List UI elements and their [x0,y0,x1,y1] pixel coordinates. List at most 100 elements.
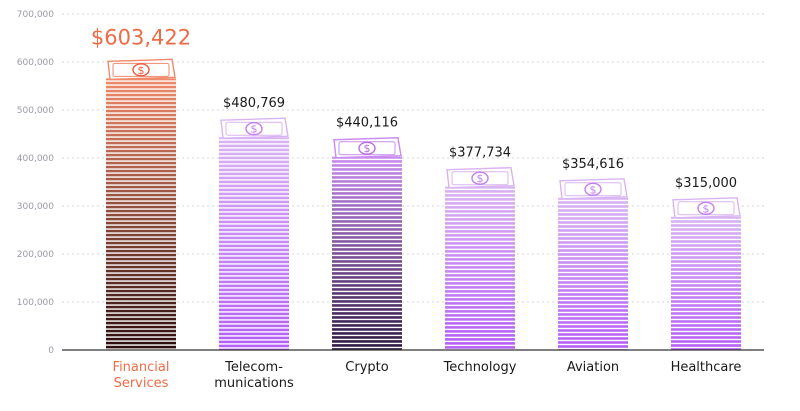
bar-stripe-gap [558,279,628,282]
bar-stripe-gap [219,299,289,301]
bar-stripe-gap [219,159,289,161]
bar-stripe-gap [106,260,176,262]
bar-stripe-gap [106,104,176,106]
bar-stripe-gap [332,278,402,281]
bar-stripe-gap [332,234,402,237]
money-stack-icon: $ [446,166,515,189]
bar-stripe-gap [106,248,176,250]
bar-stripe-gap [445,216,515,219]
bar-stripe-gap [219,247,289,249]
bar-stripe-gap [219,203,289,205]
bar-stripe-gap [219,287,289,289]
bar-stripe-gap [219,151,289,153]
bar-stripe-gap [445,188,515,191]
bar-stripe-gap [558,211,628,214]
bar-stripe-gap [445,200,515,203]
bar-stripe-gap [558,243,628,246]
bar: $ [219,117,289,350]
bar-stripe-gap [671,318,741,321]
bar-stripe-gap [106,184,176,186]
bar-stripe-gap [219,223,289,225]
bar-stripe-gap [106,324,176,326]
bar-stripe-gap [219,319,289,321]
bar-stripe-gap [106,300,176,302]
bar-stripe-gap [332,158,402,161]
y-tick-label: 600,000 [17,58,54,68]
bar-stripe-gap [219,315,289,317]
bar-stripe-gap [106,232,176,234]
bar-stripe-gap [106,272,176,274]
money-stack-icon: $ [220,117,289,139]
bar-stripe-gap [106,332,176,334]
bar-stripe-gap [558,199,628,202]
svg-text:$: $ [477,172,484,185]
bar-stripe-gap [332,246,402,249]
bar-stripe-gap [106,164,176,166]
bar-stripe-gap [106,304,176,306]
bar-stripe-gap [332,318,402,321]
bar-stripe-gap [558,263,628,266]
bar-stripe-gap [671,218,741,221]
svg-text:$: $ [590,183,597,196]
grid-lines [62,13,764,303]
bar-stripe-gap [671,346,741,349]
bar-stripe-gap [106,204,176,206]
bar-stripe-gap [671,270,741,273]
bar-stripe-gap [445,272,515,275]
bar-stripe-gap [106,160,176,162]
bar-stripe-gap [219,243,289,245]
money-stack-icon: $ [672,197,741,219]
svg-text:$: $ [138,64,145,77]
bar-stripe-gap [332,190,402,193]
bar-stripe-gap [332,294,402,297]
bar-stripe-gap [219,271,289,273]
bar-stripe-gap [332,162,402,165]
bar-stripe-gap [106,288,176,290]
bar-stripe-gap [558,239,628,242]
bar-stripe-gap [219,311,289,313]
bar-stripe-gap [219,179,289,181]
bar-stripe-gap [106,276,176,278]
bar-value-label: $480,769 [223,96,285,111]
bar-stripe-gap [332,270,402,273]
bar-stripe-gap [445,264,515,267]
bar-stripe-gap [219,323,289,325]
bar-stripe-gap [219,267,289,269]
y-tick-label: 700,000 [17,10,54,20]
bar-stripe-gap [671,326,741,329]
bar-stripe-gap [445,284,515,287]
bar-stripe-gap [445,224,515,227]
bar-stripe-gap [219,279,289,281]
bar-stripe-gap [445,212,515,215]
bar-stripe-gap [219,239,289,241]
bar-stripe-gap [332,182,402,185]
bar: $ [445,166,515,351]
bar-stripe-gap [445,276,515,279]
bar-stripe-gap [106,100,176,102]
bar-stripe-gap [106,284,176,286]
bar-stripe-gap [445,324,515,327]
bar-stripe-gap [671,246,741,249]
bar-stripe-gap [671,342,741,345]
bar-stripe-gap [219,235,289,237]
bar-stripe-gap [106,220,176,222]
bar-stripe-gap [671,278,741,281]
bar-stripe-gap [558,259,628,262]
bar-stripe-gap [332,214,402,217]
bar-stripe-gap [445,252,515,255]
bar-stripe-gap [445,256,515,259]
bar-stripe-gap [558,335,628,338]
svg-text:$: $ [364,142,371,155]
bar-stripe-gap [106,200,176,202]
bar-value-label: $603,422 [91,25,191,49]
bar-stripe-gap [106,316,176,318]
bar-stripe-gap [445,248,515,251]
bar-stripe-gap [106,88,176,90]
bar-stripe-gap [106,264,176,266]
bar-stripe-gap [671,298,741,301]
bar-stripe-gap [106,208,176,210]
bar-stripe-gap [558,231,628,234]
bar-stripe-gap [671,242,741,245]
bar-stripe-gap [445,312,515,315]
